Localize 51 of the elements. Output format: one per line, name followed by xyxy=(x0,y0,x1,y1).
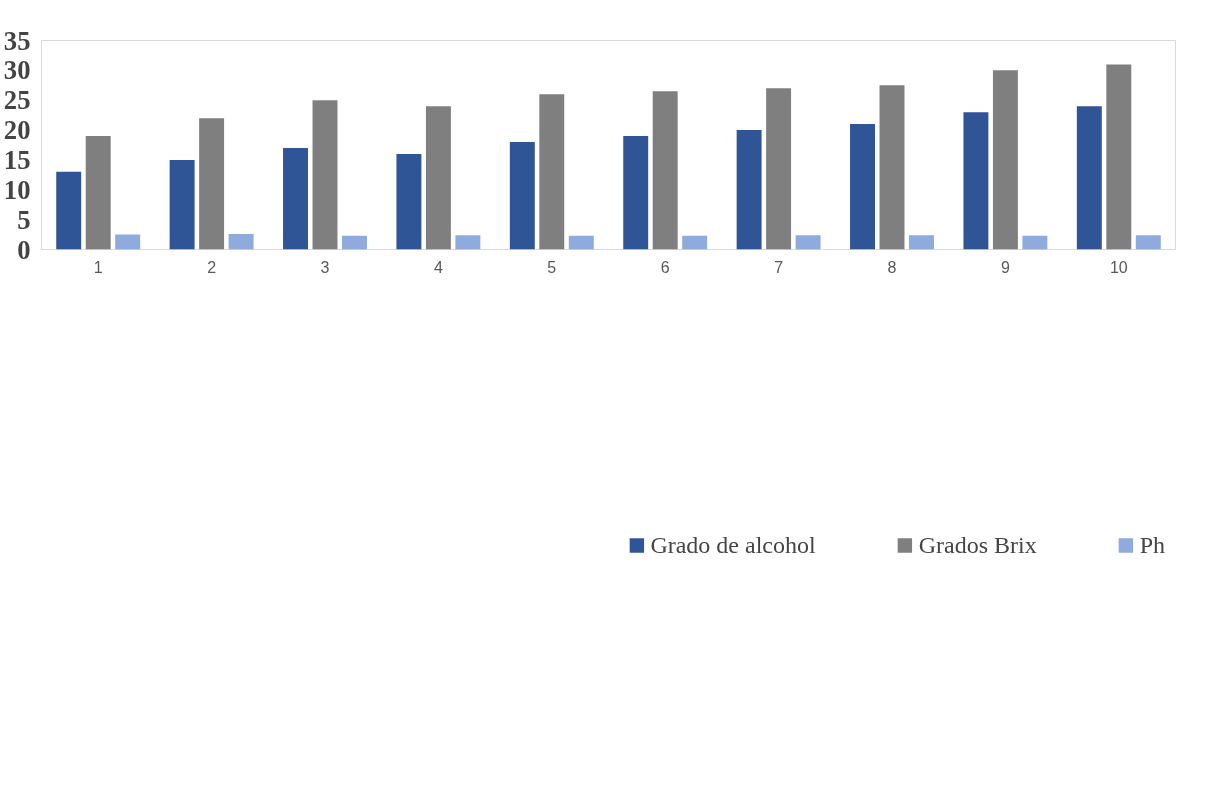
bar xyxy=(909,235,934,250)
bar xyxy=(283,147,308,250)
legend-label: Ph xyxy=(1139,531,1165,559)
x-tick-label: 10 xyxy=(1109,258,1128,276)
bar xyxy=(312,100,338,250)
x-tick-label: 5 xyxy=(547,258,557,276)
bar xyxy=(879,85,905,250)
y-tick-label: 20 xyxy=(3,115,31,146)
bar xyxy=(169,159,195,250)
x-tick-label: 9 xyxy=(1000,258,1010,276)
x-tick-label: 3 xyxy=(320,258,330,276)
y-tick-label: 5 xyxy=(17,204,31,235)
bar xyxy=(342,235,367,250)
y-tick-label: 0 xyxy=(17,234,31,265)
y-tick-label: 35 xyxy=(3,25,31,56)
x-tick-label: 2 xyxy=(207,258,217,276)
bar xyxy=(199,118,225,250)
bar xyxy=(623,136,649,250)
x-tick-label: 8 xyxy=(887,258,897,276)
legend-label: Grados Brix xyxy=(918,531,1037,559)
bar xyxy=(850,124,875,250)
bar xyxy=(56,171,82,250)
bar xyxy=(1022,235,1048,250)
bar xyxy=(396,153,422,250)
bar xyxy=(963,112,989,250)
y-tick-label: 10 xyxy=(3,174,31,205)
bar xyxy=(652,91,678,250)
x-tick-label: 4 xyxy=(433,258,443,276)
bar xyxy=(992,70,1018,250)
y-tick-label: 15 xyxy=(3,144,31,175)
bar xyxy=(1135,235,1161,250)
bar xyxy=(455,235,481,250)
bar xyxy=(115,234,141,250)
x-tick-label: 1 xyxy=(93,258,103,276)
x-tick-label: 7 xyxy=(774,258,784,276)
x-tick-label: 6 xyxy=(660,258,670,276)
bar xyxy=(509,142,535,250)
bar xyxy=(766,88,792,250)
y-tick-label: 30 xyxy=(3,55,31,86)
bar xyxy=(539,94,565,250)
bar xyxy=(85,136,111,250)
bar xyxy=(568,235,594,250)
bar xyxy=(1106,64,1132,250)
bar xyxy=(736,130,762,250)
legend-label: Grado de alcohol xyxy=(650,531,816,559)
bar xyxy=(425,106,451,250)
bar xyxy=(1076,106,1102,250)
bar xyxy=(228,233,254,250)
y-tick-label: 25 xyxy=(3,85,31,116)
bar xyxy=(682,235,708,250)
bar xyxy=(795,235,821,250)
